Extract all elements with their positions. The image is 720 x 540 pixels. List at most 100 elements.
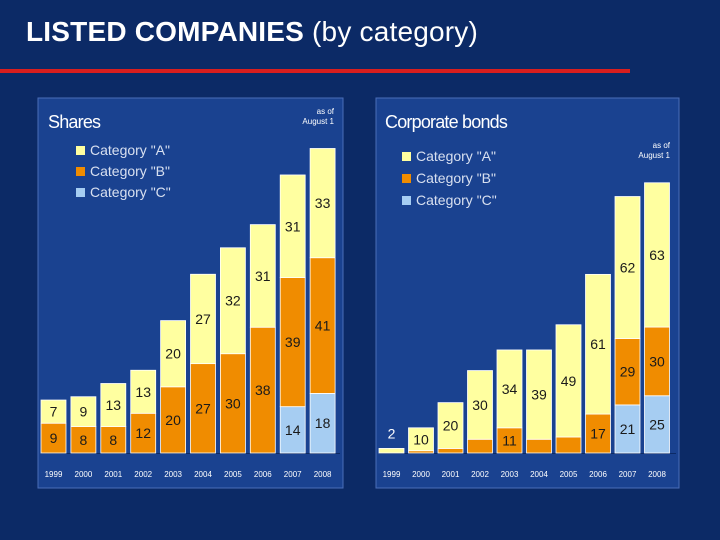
x-tick-label: 2002 <box>134 470 152 479</box>
bar-segment <box>160 320 187 388</box>
data-label: 7 <box>50 404 58 420</box>
bar-segment <box>614 338 641 406</box>
x-tick-label: 2008 <box>314 470 332 479</box>
slide-title-main: LISTED COMPANIES <box>26 16 305 47</box>
data-label: 62 <box>620 260 636 276</box>
x-tick-label: 2004 <box>530 470 548 479</box>
bar-segment <box>309 393 336 454</box>
data-label: 30 <box>472 397 488 413</box>
legend-swatch <box>76 146 85 155</box>
bar-segment <box>644 395 670 454</box>
data-label: 39 <box>531 387 547 403</box>
legend-swatch <box>402 152 411 161</box>
bar-segment <box>309 257 336 394</box>
data-label: 12 <box>135 425 151 441</box>
data-label: 32 <box>225 293 241 309</box>
bar-segment <box>437 448 464 454</box>
x-tick-label: 2005 <box>560 470 578 479</box>
bar-segment <box>644 326 670 397</box>
data-label: 13 <box>106 397 122 413</box>
title-underline <box>0 69 630 73</box>
x-tick-label: 2007 <box>619 470 637 479</box>
data-label: 13 <box>135 384 151 400</box>
x-tick-label: 2001 <box>442 470 460 479</box>
x-tick-label: 2007 <box>284 470 302 479</box>
data-label: 20 <box>443 418 459 434</box>
bar-segment <box>644 182 670 328</box>
legend-swatch <box>402 196 411 205</box>
legend-label: Category "A" <box>416 148 496 164</box>
bar-segment <box>526 349 552 440</box>
x-tick-label: 2006 <box>589 470 607 479</box>
bar-segment <box>40 422 67 454</box>
bar-segment <box>130 369 157 414</box>
bar-segment <box>219 353 246 454</box>
bar-segment <box>249 224 276 328</box>
bar-segment <box>467 438 493 454</box>
bar-segment <box>219 247 246 355</box>
bar-segment <box>190 273 216 365</box>
data-label: 2 <box>388 425 396 441</box>
legend-label: Category "B" <box>416 170 496 186</box>
slide-title-sub: (by category) <box>304 16 479 47</box>
data-label: 17 <box>590 426 606 442</box>
data-label: 34 <box>502 381 518 397</box>
data-label: 33 <box>315 195 331 211</box>
x-tick-label: 2003 <box>164 470 182 479</box>
data-label: 38 <box>255 382 271 398</box>
data-label: 30 <box>649 353 665 369</box>
bar-segment <box>100 426 127 454</box>
data-label: 8 <box>80 432 88 448</box>
bar-segment <box>467 370 493 440</box>
bar-segment <box>408 427 434 452</box>
bar-segment <box>309 148 336 259</box>
chart-note-line: August 1 <box>638 151 670 160</box>
data-label: 25 <box>649 416 665 432</box>
legend-swatch <box>76 188 85 197</box>
data-label: 30 <box>225 395 241 411</box>
data-label: 63 <box>649 247 665 263</box>
bar-segment <box>555 436 582 454</box>
data-label: 9 <box>80 404 88 420</box>
bar-segment <box>614 196 641 339</box>
data-label: 41 <box>315 318 331 334</box>
x-tick-label: 1999 <box>45 470 63 479</box>
x-tick-label: 2000 <box>412 470 430 479</box>
chart-note-line: August 1 <box>302 117 334 126</box>
x-tick-label: 2005 <box>224 470 242 479</box>
data-label: 31 <box>285 218 301 234</box>
bar-segment <box>160 386 187 454</box>
data-label: 11 <box>502 432 517 448</box>
legend-label: Category "C" <box>90 184 171 200</box>
x-tick-label: 2000 <box>75 470 93 479</box>
legend-label: Category "C" <box>416 192 497 208</box>
chart-title: Corporate bonds <box>385 112 508 132</box>
data-label: 29 <box>620 364 636 380</box>
data-label: 31 <box>255 268 271 284</box>
legend-swatch <box>402 174 411 183</box>
data-label: 10 <box>413 431 429 447</box>
legend-swatch <box>76 167 85 176</box>
bar-segment <box>437 402 464 449</box>
data-label: 39 <box>285 334 301 350</box>
data-label: 18 <box>315 415 331 431</box>
x-tick-label: 1999 <box>383 470 401 479</box>
x-tick-label: 2008 <box>648 470 666 479</box>
data-label: 27 <box>195 400 211 416</box>
legend-label: Category "A" <box>90 142 170 158</box>
bar-segment <box>249 326 276 454</box>
data-label: 8 <box>109 432 117 448</box>
chart-note-line: as of <box>653 141 671 150</box>
bar-segment <box>585 273 611 415</box>
data-label: 21 <box>620 421 636 437</box>
bar-segment <box>70 396 97 427</box>
bar-segment <box>614 404 641 454</box>
x-tick-label: 2006 <box>254 470 272 479</box>
bar-segment <box>378 448 405 454</box>
x-tick-label: 2001 <box>104 470 122 479</box>
bar-segment <box>279 277 306 408</box>
data-label: 27 <box>195 311 211 327</box>
